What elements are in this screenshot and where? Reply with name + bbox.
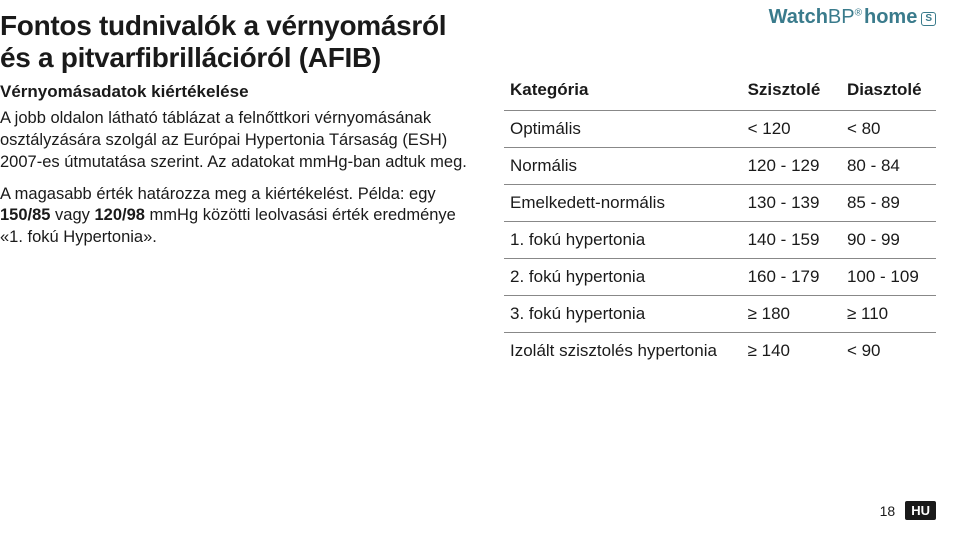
cell-diastolic: 90 - 99 [841,222,936,259]
brand-home: home [864,6,917,28]
brand-s-badge: S [921,12,936,26]
para2-a: A magasabb érték határozza meg a kiérték… [0,185,436,203]
cell-category: Izolált szisztolés hypertonia [504,333,742,370]
cell-category: Optimális [504,111,742,148]
left-column: Fontos tudnivalók a vérnyomásról és a pi… [0,10,472,259]
table-row: 2. fokú hypertonia 160 - 179 100 - 109 [504,259,936,296]
cell-systolic: ≥ 140 [742,333,841,370]
cell-category: Emelkedett-normális [504,185,742,222]
table-row: Optimális < 120 < 80 [504,111,936,148]
table-row: 1. fokú hypertonia 140 - 159 90 - 99 [504,222,936,259]
brand-logo: WatchBP®home S [769,6,936,29]
table-row: Normális 120 - 129 80 - 84 [504,148,936,185]
cell-diastolic: < 80 [841,111,936,148]
page-number: 18 [880,503,896,519]
footer: 18 HU [880,501,936,520]
cell-category: Normális [504,148,742,185]
cell-systolic: 120 - 129 [742,148,841,185]
paragraph-2: A magasabb érték határozza meg a kiérték… [0,184,472,249]
cell-systolic: < 120 [742,111,841,148]
cell-category: 1. fokú hypertonia [504,222,742,259]
para2-b1: 150/85 [0,206,50,224]
cell-diastolic: 80 - 84 [841,148,936,185]
brand-reg: ® [855,7,862,18]
brand-part1: Watch [769,6,828,28]
cell-diastolic: 100 - 109 [841,259,936,296]
lang-badge: HU [905,501,936,520]
bp-table: Kategória Szisztolé Diasztolé Optimális … [504,72,936,369]
page-title: Fontos tudnivalók a vérnyomásról és a pi… [0,10,472,74]
para2-mid: vagy [50,206,94,224]
content-row: Fontos tudnivalók a vérnyomásról és a pi… [0,10,936,369]
cell-category: 3. fokú hypertonia [504,296,742,333]
right-column: Kategória Szisztolé Diasztolé Optimális … [504,10,936,369]
table-row: Emelkedett-normális 130 - 139 85 - 89 [504,185,936,222]
table-header-row: Kategória Szisztolé Diasztolé [504,72,936,111]
cell-systolic: 140 - 159 [742,222,841,259]
paragraph-1: A jobb oldalon látható táblázat a felnőt… [0,108,472,173]
cell-diastolic: ≥ 110 [841,296,936,333]
cell-diastolic: < 90 [841,333,936,370]
table-row: Izolált szisztolés hypertonia ≥ 140 < 90 [504,333,936,370]
cell-systolic: ≥ 180 [742,296,841,333]
table-row: 3. fokú hypertonia ≥ 180 ≥ 110 [504,296,936,333]
th-category: Kategória [504,72,742,111]
para2-b2: 120/98 [95,206,145,224]
th-systolic: Szisztolé [742,72,841,111]
cell-systolic: 130 - 139 [742,185,841,222]
subtitle: Vérnyomásadatok kiértékelése [0,82,472,102]
cell-systolic: 160 - 179 [742,259,841,296]
cell-diastolic: 85 - 89 [841,185,936,222]
brand-part2: BP [828,6,855,28]
cell-category: 2. fokú hypertonia [504,259,742,296]
th-diastolic: Diasztolé [841,72,936,111]
